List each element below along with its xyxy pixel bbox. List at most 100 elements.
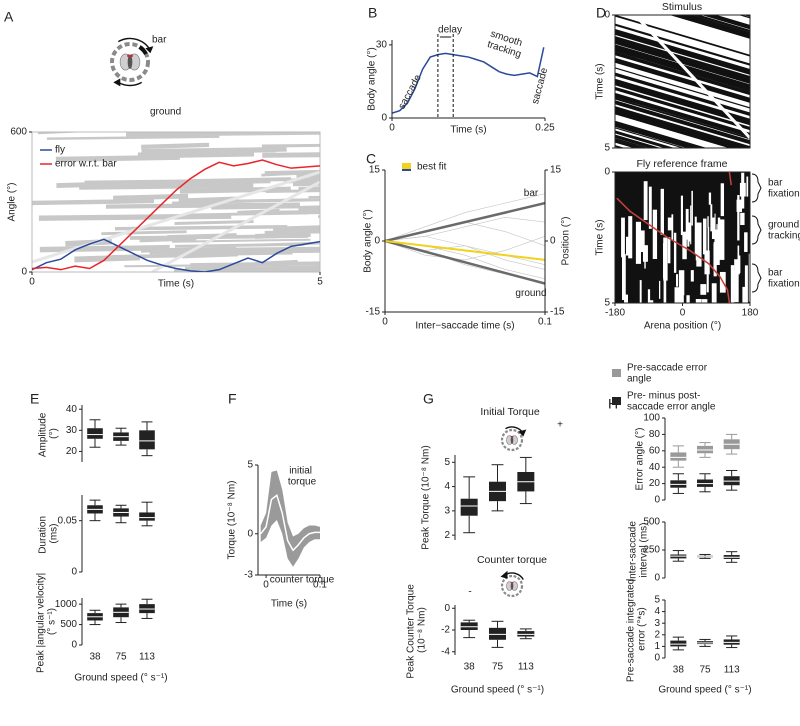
x-tick-label: 113 — [724, 665, 740, 676]
blob — [679, 283, 684, 303]
fly-eye — [510, 581, 512, 584]
bracket — [751, 263, 762, 293]
blob — [696, 222, 702, 267]
y-tick-label: 0 — [381, 113, 387, 124]
y2-tick-label: 15 — [550, 165, 562, 176]
stripe — [615, 72, 750, 116]
chart-title: Counter torque — [477, 554, 547, 566]
y-tick-label: 0 — [654, 653, 660, 664]
y2-tick-label: 0 — [550, 236, 556, 247]
x-axis-label: Time (s) — [450, 125, 486, 136]
x-tick-label: -180 — [605, 308, 625, 319]
legend-label: Pre- minus post- saccade error angle — [627, 390, 716, 412]
stripe — [615, 123, 699, 148]
x-axis-label: Time (s) — [158, 279, 194, 290]
blob — [737, 195, 740, 241]
blob — [639, 280, 642, 303]
blob — [686, 222, 691, 240]
blob — [686, 295, 690, 303]
x-tick-label: 0.1 — [538, 317, 552, 328]
y-tick-label: 20 — [66, 446, 78, 457]
x-tick-label: 75 — [492, 662, 504, 673]
x-tick-label: 0.1 — [313, 580, 327, 591]
blob — [673, 232, 677, 273]
blob — [639, 230, 645, 253]
stripe — [255, 232, 311, 239]
x-tick-label: 0 — [382, 317, 388, 328]
blob — [648, 186, 652, 229]
blob — [746, 176, 749, 197]
fly-body — [127, 55, 133, 69]
x-tick-label: 0.25 — [535, 123, 555, 134]
blob — [678, 270, 685, 296]
box — [460, 498, 478, 516]
panel-label: C — [366, 151, 376, 167]
y-tick-label: 0 — [604, 167, 610, 178]
stripe — [308, 195, 320, 199]
annotation: saccade — [530, 66, 550, 105]
stripe — [615, 93, 750, 136]
y-tick-label: 600 — [10, 127, 27, 138]
box — [139, 512, 155, 521]
arena-ring — [110, 42, 150, 82]
line-series — [616, 172, 732, 303]
y-axis-label: Duration (ms) — [37, 513, 59, 554]
stripe — [126, 132, 320, 137]
line-series — [385, 217, 545, 242]
arena-icon — [500, 570, 524, 598]
fly-body — [510, 582, 514, 590]
stripe — [240, 210, 320, 216]
blob — [635, 221, 641, 264]
line-series — [32, 238, 320, 272]
line-series — [260, 493, 320, 552]
series-group — [392, 47, 545, 114]
box — [139, 430, 155, 450]
fly-eye — [127, 54, 130, 58]
blob — [621, 253, 626, 300]
y-tick-label: 0 — [654, 495, 660, 506]
y-tick-label: 250 — [643, 545, 660, 556]
y-axis-label: Peak |angular velocity| (° s⁻¹) — [35, 570, 57, 673]
stripe — [679, 15, 750, 36]
y-tick-label: -3 — [244, 570, 253, 581]
annotation: + — [557, 420, 563, 431]
raster — [615, 172, 750, 303]
fly-eye — [512, 581, 514, 584]
x-tick-label: 75 — [699, 665, 711, 676]
stripe — [141, 142, 210, 149]
annotation: saccade — [397, 73, 424, 111]
x-axis-label: Inter−saccade time (s) — [415, 321, 514, 332]
y-tick-label: 5 — [247, 460, 253, 471]
x-tick-label: 180 — [742, 308, 759, 319]
stripe — [615, 41, 750, 84]
y-axis-label: Peak Torque (10⁻⁸ Nm) — [421, 445, 432, 549]
y-tick-label: 1 — [654, 641, 660, 652]
chart-title: Stimulus — [662, 1, 702, 13]
y-axis-label: Time (s) — [595, 63, 606, 99]
blob — [680, 195, 684, 236]
y-tick-label: 100 — [643, 413, 660, 424]
blob — [621, 217, 625, 258]
x-tick-label: 0 — [263, 580, 269, 591]
line-series — [385, 201, 545, 243]
blob — [720, 183, 725, 217]
stripe — [105, 202, 300, 209]
bar-stripe — [633, 15, 750, 140]
stripe — [615, 15, 750, 57]
stripe — [615, 137, 649, 148]
y-tick-label: 500 — [643, 517, 660, 528]
series-group — [385, 193, 545, 285]
stripe — [615, 94, 750, 138]
stripe — [261, 143, 320, 148]
x-tick-label: 113 — [139, 652, 155, 663]
stripe — [32, 198, 154, 206]
error-band — [260, 470, 320, 567]
blob — [710, 204, 713, 232]
stripe — [190, 261, 320, 268]
legend-swatch — [612, 397, 621, 405]
bracket — [751, 173, 762, 203]
blob — [690, 205, 692, 245]
y-tick-label: 5 — [654, 595, 660, 606]
blob — [695, 299, 702, 303]
blob — [737, 245, 740, 264]
